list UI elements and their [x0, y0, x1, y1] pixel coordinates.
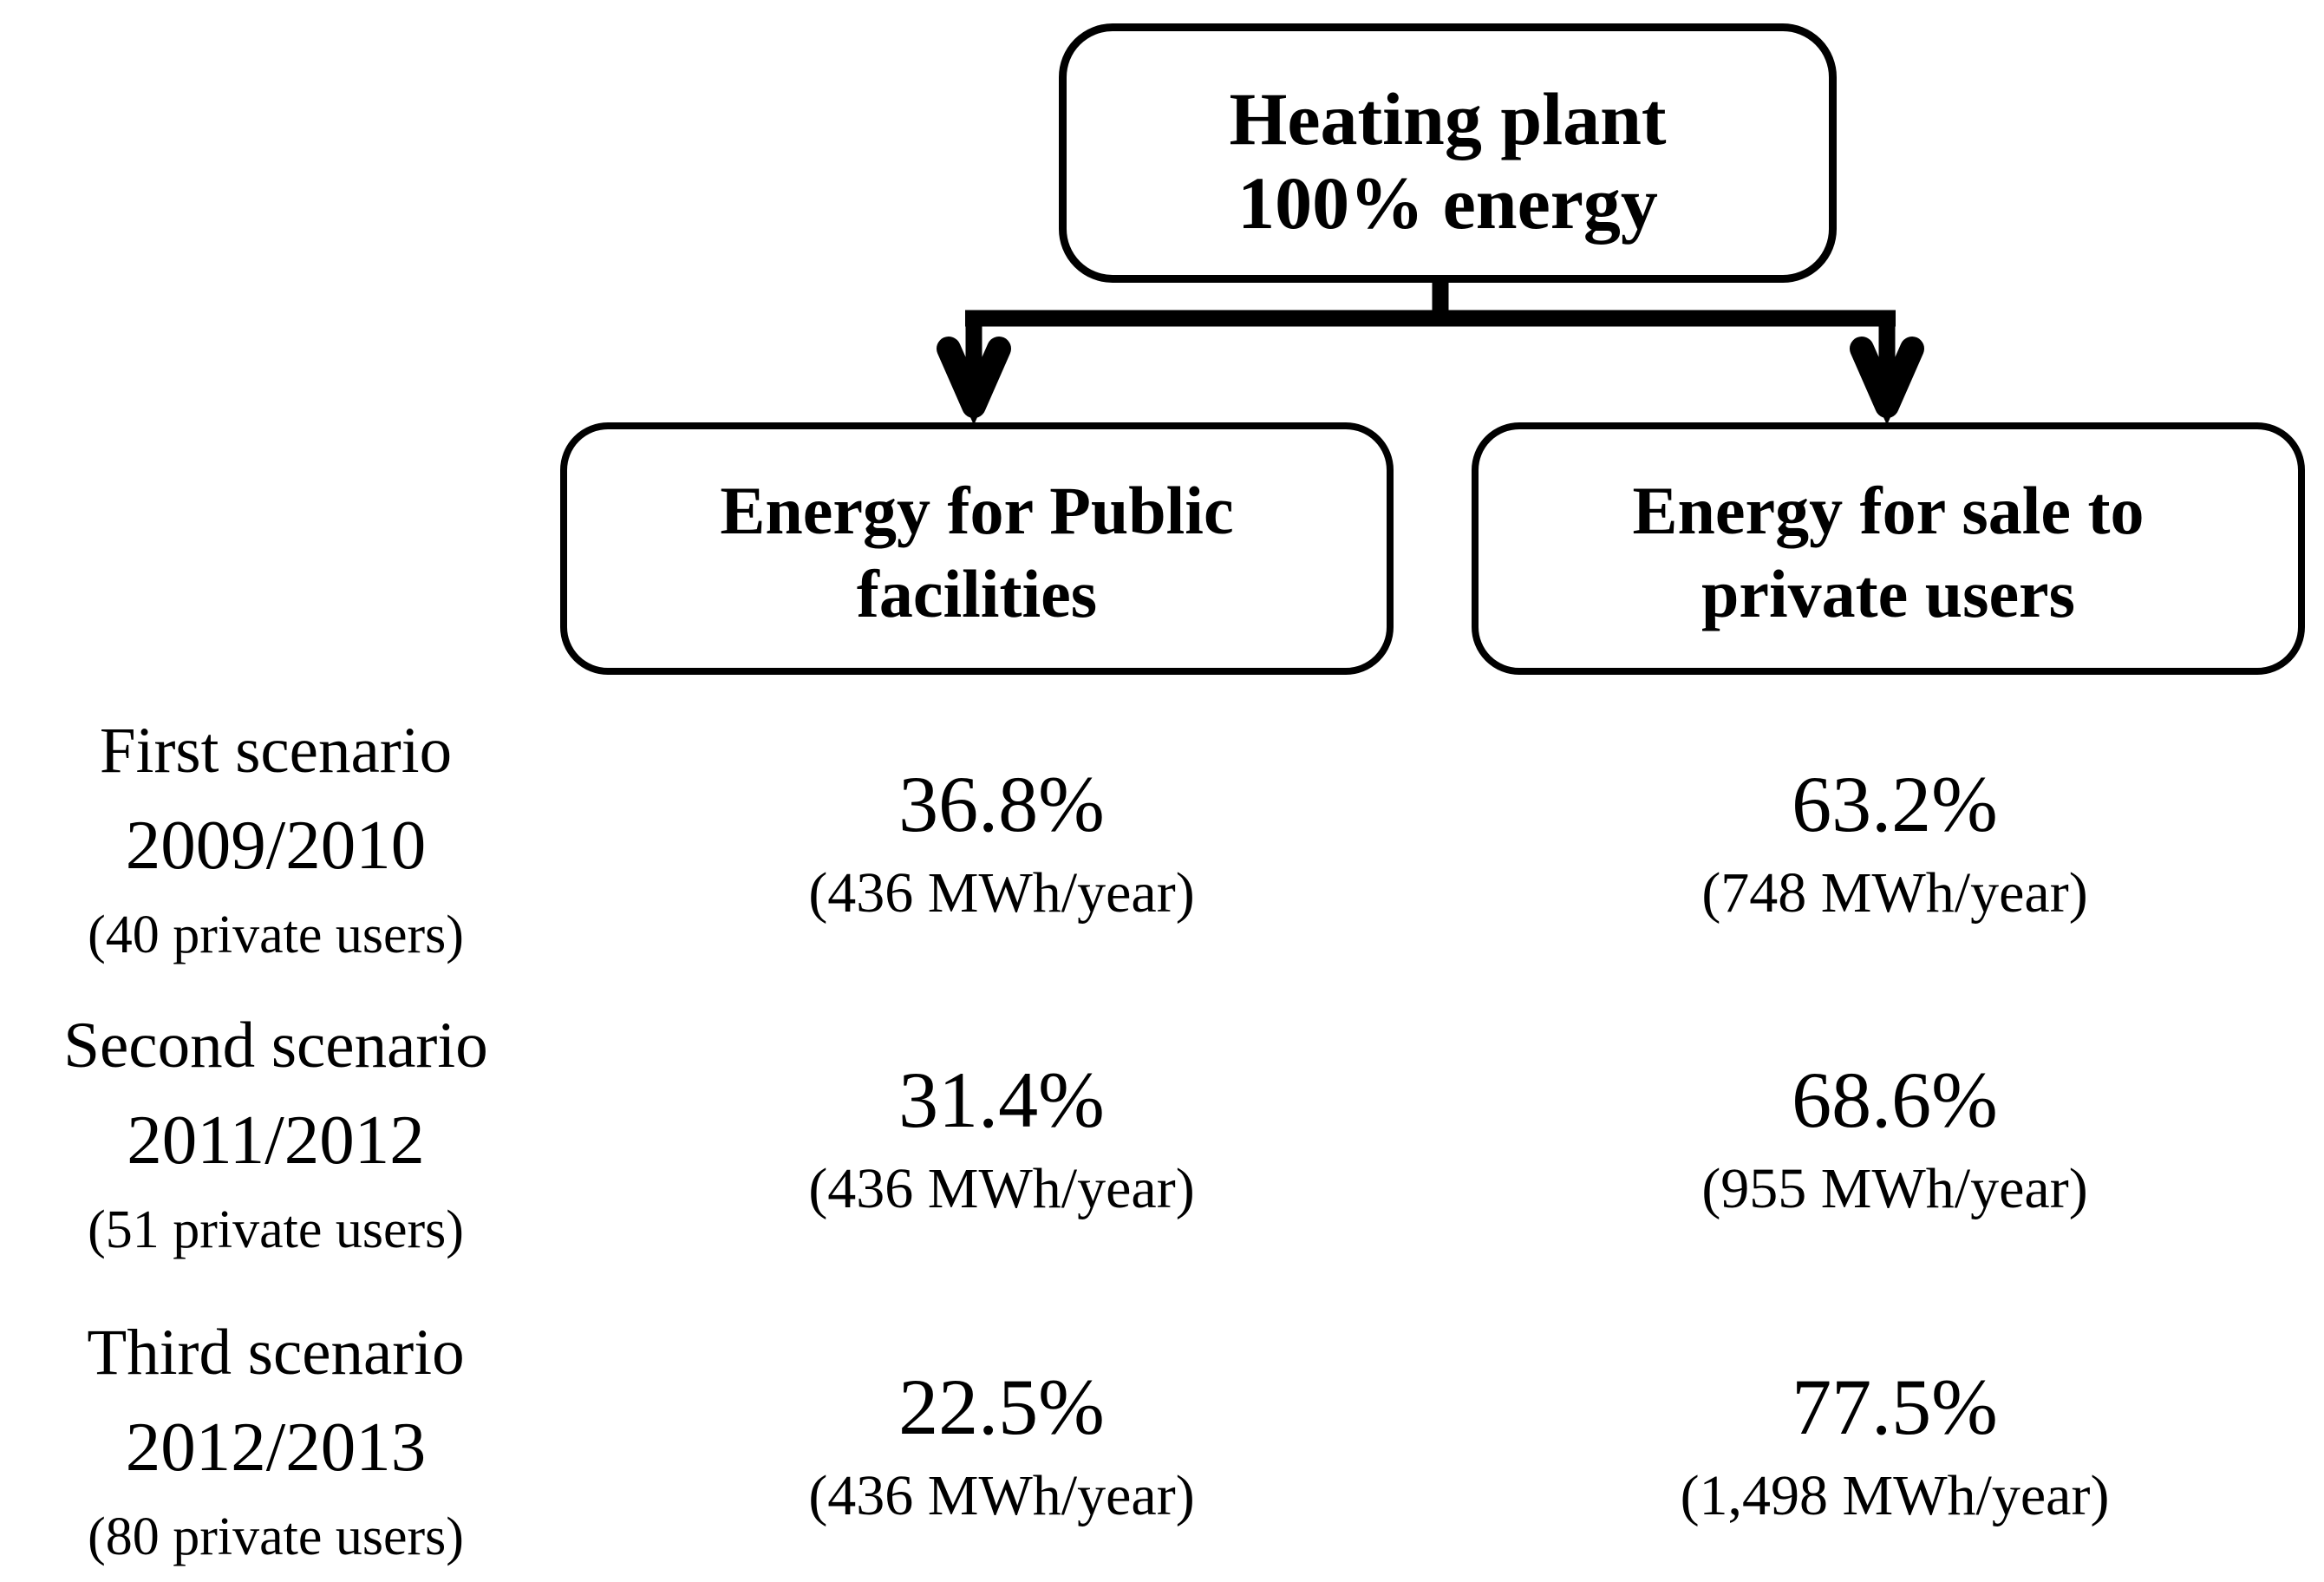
percent-value: 77.5%: [1792, 1363, 1998, 1451]
energy-value: (436 MWh/year): [808, 861, 1195, 925]
scenario-name: Second scenario: [63, 1010, 488, 1082]
branch-public-line1: Energy for Public: [720, 472, 1234, 548]
down-arrow-icon: [1850, 337, 1924, 425]
energy-value: (436 MWh/year): [808, 1157, 1195, 1220]
scenario-label-row2: Second scenario 2011/2012 (51 private us…: [0, 999, 562, 1273]
branch-private-line2: private users: [1701, 555, 2076, 631]
scenario-label-row3: Third scenario 2012/2013 (80 private use…: [0, 1306, 562, 1580]
root-node-line1: Heating plant: [1229, 76, 1667, 160]
scenario-label-row1: First scenario 2009/2010 (40 private use…: [0, 704, 562, 978]
percent-value: 36.8%: [898, 760, 1105, 848]
down-arrow-icon: [937, 337, 1011, 425]
percent-value: 22.5%: [898, 1363, 1105, 1451]
percent-value: 68.6%: [1792, 1056, 1998, 1144]
percent-value: 63.2%: [1792, 760, 1998, 848]
scenario-name: First scenario: [99, 715, 453, 787]
branch-node-private-users: Energy for sale to private users: [1472, 422, 2305, 675]
scenario-name: Third scenario: [87, 1317, 465, 1389]
private-share-row2: 68.6% (955 MWh/year): [1583, 1052, 2207, 1231]
public-share-row3: 22.5% (436 MWh/year): [689, 1359, 1314, 1538]
branch-public-line2: facilities: [856, 555, 1098, 631]
energy-value: (748 MWh/year): [1701, 861, 2088, 925]
branch-private-line1: Energy for sale to: [1632, 472, 2144, 548]
public-share-row1: 36.8% (436 MWh/year): [689, 756, 1314, 935]
energy-value: (436 MWh/year): [808, 1464, 1195, 1527]
percent-value: 31.4%: [898, 1056, 1105, 1144]
root-node-heating-plant: Heating plant 100% energy: [1059, 23, 1837, 283]
private-share-row1: 63.2% (748 MWh/year): [1583, 756, 2207, 935]
public-share-row2: 31.4% (436 MWh/year): [689, 1052, 1314, 1231]
scenario-users: (40 private users): [88, 905, 464, 964]
scenario-years: 2012/2013: [125, 1408, 427, 1486]
energy-value: (1,498 MWh/year): [1680, 1464, 2110, 1527]
scenario-users: (80 private users): [88, 1507, 464, 1566]
branch-node-public-facilities: Energy for Public facilities: [560, 422, 1394, 675]
connector-trunk: [965, 278, 1896, 327]
private-share-row3: 77.5% (1,498 MWh/year): [1583, 1359, 2207, 1538]
scenario-users: (51 private users): [88, 1200, 464, 1259]
scenario-years: 2011/2012: [127, 1101, 425, 1179]
scenario-years: 2009/2010: [125, 806, 427, 884]
energy-value: (955 MWh/year): [1701, 1157, 2088, 1220]
root-node-line2: 100% energy: [1237, 160, 1658, 245]
